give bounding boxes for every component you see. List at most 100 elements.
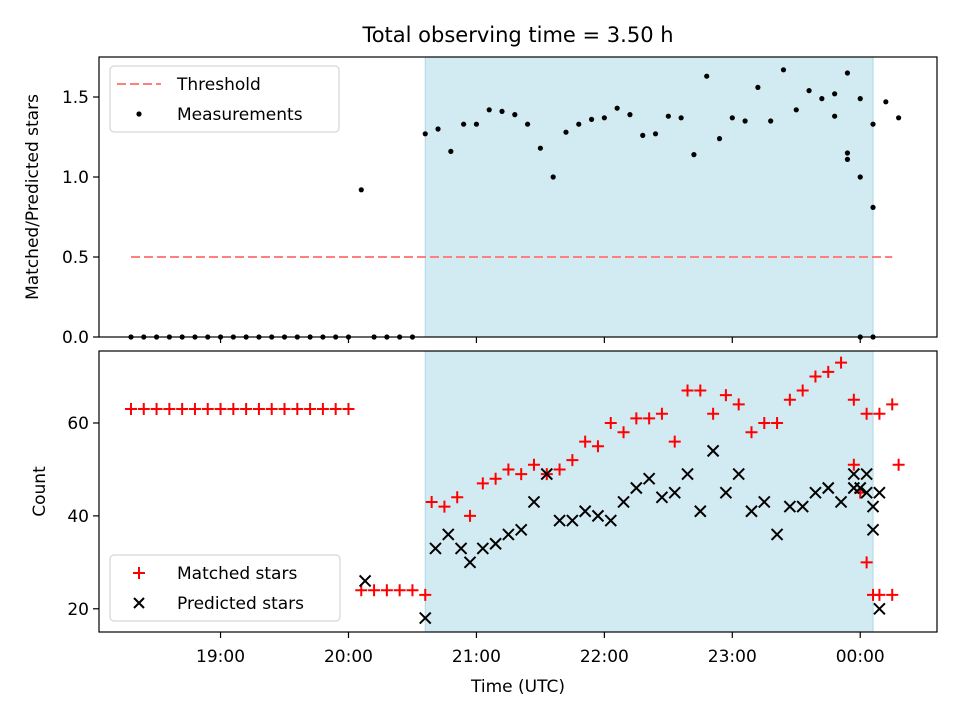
measurement-point (742, 118, 748, 124)
matched-star-point (681, 384, 694, 397)
bottom-x-axis-label: Time (UTC) (470, 677, 565, 697)
predicted-star-point (578, 505, 592, 518)
matched-star-point (809, 370, 822, 383)
bottom-legend-box (109, 554, 341, 622)
predicted-star-point (514, 523, 528, 537)
measurement-point (844, 156, 851, 162)
top-ytick-label-1: 0.5 (62, 248, 89, 268)
predicted-star-point (866, 500, 880, 513)
measurement-point (793, 107, 799, 113)
matched-star-point (732, 398, 745, 411)
matched-star-point (214, 403, 227, 416)
matched-star-point (886, 398, 899, 411)
predicted-star-point (358, 574, 372, 588)
predicted-star-point (834, 495, 848, 509)
measurement-point (614, 105, 620, 111)
legend-matched-label: Matched stars (177, 564, 297, 584)
matched-star-point (617, 426, 630, 439)
matched-star-point (355, 584, 368, 597)
matched-star-point (342, 403, 355, 416)
predicted-star-point (809, 486, 822, 499)
bottom-y-ticks: 20 40 60 (67, 414, 99, 620)
legend-matched-swatch (133, 567, 145, 579)
figure-title: Total observing time = 3.50 h (361, 23, 673, 47)
matched-star-point (604, 416, 617, 429)
predicted-star-point (527, 495, 541, 509)
measurement-point (755, 84, 761, 90)
matched-star-point (278, 403, 291, 416)
predicted-star-point (553, 514, 566, 527)
measurement-point (563, 129, 569, 135)
measurement-point (358, 187, 364, 193)
top-axes-frame (98, 56, 938, 338)
measurement-point (524, 121, 531, 127)
legend-predicted-swatch (133, 597, 145, 609)
predicted-star-point (770, 528, 784, 541)
bottom-ytick-label-0: 20 (67, 600, 89, 620)
bottom-xtick-label-5: 00:00 (836, 647, 885, 667)
top-ytick-label-2: 1.0 (62, 168, 89, 188)
measurement-point (512, 112, 518, 118)
top-y-axis-label: Matched/Predicted stars (23, 94, 43, 300)
matched-star-point (694, 384, 707, 397)
predicted-star-point (642, 472, 656, 485)
bottom-axes-frame (98, 350, 938, 633)
measurement-point (883, 99, 889, 105)
predicted-star-point (502, 528, 515, 541)
measurement-point (896, 115, 902, 121)
matched-star-point (451, 491, 464, 504)
matched-star-point (329, 403, 342, 416)
matched-star-point (886, 588, 899, 601)
measurement-point (537, 145, 543, 151)
measurement-point (601, 115, 607, 121)
measurement-point (704, 73, 710, 79)
bottom-y-axis-label: Count (30, 466, 50, 517)
bottom-legend: Matched stars Predicted stars (109, 554, 341, 622)
matched-star-point (419, 588, 432, 601)
top-x-ticks (219, 337, 861, 343)
bottom-xtick-label-3: 22:00 (580, 647, 629, 667)
measurement-point (576, 121, 582, 127)
predicted-star-point (758, 495, 771, 509)
matched-star-point (163, 403, 176, 416)
predicted-star-point (419, 611, 432, 625)
predicted-star-point (668, 486, 681, 499)
measurement-point (870, 121, 876, 127)
top-panel: 0.0 0.5 1.0 1.5 Matched/Predicted stars Thr… (23, 56, 938, 348)
matched-star-point (847, 458, 860, 471)
measurement-point (729, 115, 735, 121)
predicted-star-point (706, 444, 720, 458)
matched-star-point (758, 416, 771, 429)
predicted-star-point (860, 486, 873, 499)
matched-star-point (176, 403, 189, 416)
predicted-star-point (442, 528, 455, 541)
matched-star-point (489, 472, 502, 485)
predicted-star-point (655, 491, 669, 504)
predicted-star-point (732, 467, 745, 481)
bottom-ytick-label-1: 40 (67, 507, 89, 527)
predicted-star-point (854, 481, 867, 495)
measurement-point (806, 88, 812, 94)
legend-measurements-label: Measurements (177, 105, 303, 125)
measurement-point (870, 204, 876, 210)
matched-star-point (124, 403, 137, 416)
predicted-star-point (489, 537, 502, 550)
matched-star-point (406, 584, 419, 597)
matched-star-point (745, 426, 758, 439)
matched-star-point (476, 477, 489, 490)
predicted-star-point (463, 556, 477, 569)
matched-star-point (304, 403, 317, 416)
matched-star-point (201, 403, 214, 416)
matched-star-point (796, 384, 809, 397)
bottom-xtick-label-1: 20:00 (324, 647, 373, 667)
bottom-ytick-label-2: 60 (67, 414, 89, 434)
predicted-star-point (617, 495, 630, 509)
legend-threshold-label: Threshold (176, 75, 261, 95)
top-ytick-label-3: 1.5 (62, 88, 89, 108)
matched-star-point (150, 403, 163, 416)
matched-star-point (227, 403, 240, 416)
bottom-panel: 20 40 60 19:00 20:00 21:00 22:00 23:00 00:00 Co… (30, 350, 938, 697)
predicted-star-point (681, 467, 694, 481)
matched-star-point (771, 416, 784, 429)
